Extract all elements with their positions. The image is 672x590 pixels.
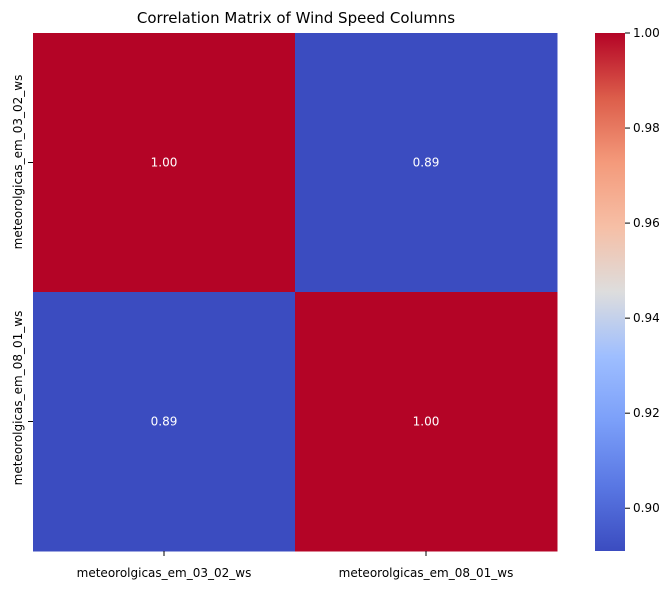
colorbar	[595, 33, 625, 551]
cell-annotation-0-1: 0.89	[413, 156, 440, 170]
heatmap-cell-labels: 1.00 0.89 0.89 1.00	[151, 156, 440, 429]
row-label-0: meteorolgicas_em_03_02_ws	[11, 75, 25, 250]
axis-ticks	[28, 162, 427, 556]
colorbar-tick-label-4: 0.98	[633, 121, 660, 135]
chart-title: Correlation Matrix of Wind Speed Columns	[137, 9, 455, 27]
col-label-0: meteorolgicas_em_03_02_ws	[77, 566, 252, 580]
heatmap-cell-1-0	[33, 292, 296, 552]
cell-annotation-1-0: 0.89	[151, 415, 178, 429]
heatmap-cells	[33, 33, 558, 552]
cell-annotation-1-1: 1.00	[413, 415, 440, 429]
colorbar-ticks: 0.90 0.92 0.94 0.96 0.98 1.00	[625, 26, 660, 515]
heatmap-cell-1-1	[295, 292, 558, 552]
heatmap-cell-0-0	[33, 33, 296, 293]
colorbar-tick-label-2: 0.94	[633, 311, 660, 325]
colorbar-tick-label-1: 0.92	[633, 406, 660, 420]
colorbar-tick-label-3: 0.96	[633, 216, 660, 230]
col-label-1: meteorolgicas_em_08_01_ws	[339, 566, 514, 580]
cell-annotation-0-0: 1.00	[151, 156, 178, 170]
heatmap-cell-0-1	[295, 33, 558, 293]
colorbar-tick-label-5: 1.00	[633, 26, 660, 40]
row-label-1: meteorolgicas_em_08_01_ws	[11, 311, 25, 486]
colorbar-tick-label-0: 0.90	[633, 501, 660, 515]
